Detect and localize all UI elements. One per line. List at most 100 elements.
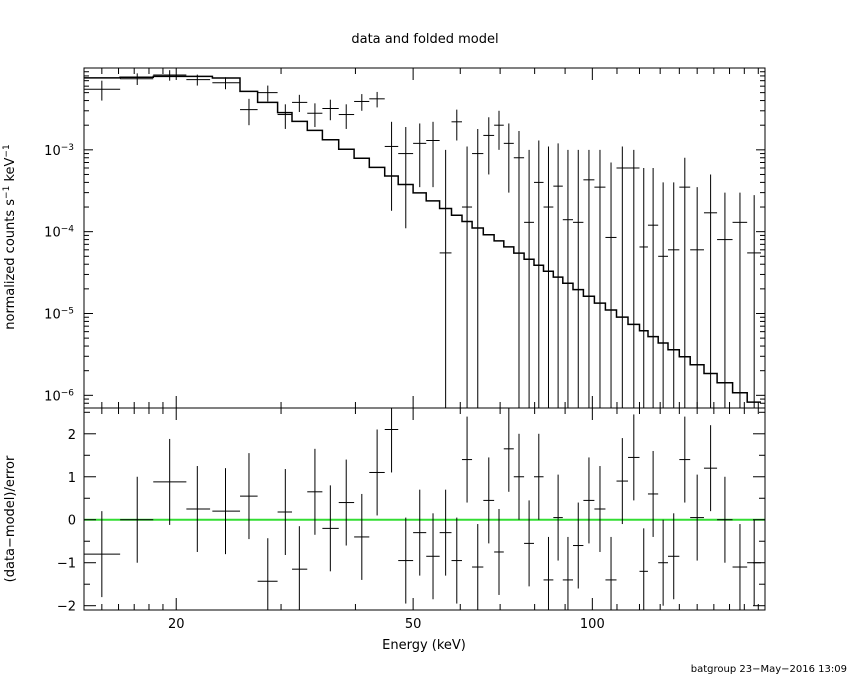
data-point [703, 174, 718, 408]
y-tick-label: 2 [68, 428, 76, 443]
folded-model-line [84, 75, 761, 403]
data-point [384, 121, 399, 211]
data-point [338, 104, 355, 129]
residual-point [628, 414, 640, 501]
residual-point [384, 408, 399, 473]
data-point [307, 103, 323, 128]
residual-point [307, 448, 323, 535]
residual-point [84, 511, 121, 598]
residual-point [483, 457, 495, 544]
x-axis-label: Energy (keV) [382, 638, 466, 653]
residual-point [703, 425, 718, 512]
residual-point [369, 429, 385, 516]
data-point [186, 74, 211, 86]
residual-point [257, 538, 278, 610]
residual-point [472, 524, 484, 610]
data-point [369, 91, 385, 108]
data-point [543, 146, 554, 408]
top-axis-ticks: 10−6 10−5 10−4 10−3 [44, 67, 765, 409]
residual-point [292, 526, 308, 610]
data-point [679, 157, 691, 408]
residual-point [277, 469, 293, 555]
data-point [690, 187, 704, 408]
residual-point [524, 500, 534, 587]
residual-point [543, 536, 554, 610]
data-point [647, 167, 659, 408]
data-point [472, 128, 484, 408]
residual-point [562, 536, 574, 610]
data-point [616, 146, 629, 408]
residual-point [690, 474, 704, 561]
residual-point [240, 453, 258, 540]
data-point [503, 123, 514, 193]
data-point [583, 149, 595, 408]
data-point [413, 123, 427, 188]
data-point [747, 195, 761, 408]
data-point [668, 182, 680, 408]
x-tick-label: 20 [168, 617, 185, 632]
data-point [292, 94, 308, 112]
data-point [461, 146, 473, 408]
residual-point [398, 517, 414, 604]
data-point [426, 121, 440, 188]
bottom-panel-frame [83, 407, 766, 611]
data-point [451, 109, 462, 141]
residual-point [439, 489, 452, 576]
residual-point [338, 459, 355, 546]
residual-point [413, 489, 427, 576]
data-point [562, 149, 574, 408]
y-tick-label: −2 [57, 600, 76, 615]
data-point [84, 80, 121, 101]
data-point [628, 149, 640, 408]
y-tick-label: 10−4 [44, 225, 74, 241]
footer-stamp: batgroup 23−May−2016 13:09 [691, 664, 847, 675]
data-point [533, 140, 544, 408]
residual-point [616, 438, 629, 525]
data-points [84, 70, 761, 408]
residual-point [605, 536, 617, 610]
data-point [240, 98, 258, 126]
data-point [717, 192, 733, 408]
residual-point [494, 509, 504, 595]
data-point [553, 143, 563, 408]
y-tick-label: 10−5 [44, 306, 74, 322]
y-tick-label: −1 [57, 557, 76, 572]
top-y-axis-label: normalized counts s−1 keV−1 [2, 144, 18, 329]
data-point [153, 70, 187, 81]
data-point [120, 73, 154, 85]
y-tick-label: 0 [68, 514, 76, 529]
bottom-panel: 20 50 100 −2 −1 0 1 2 [57, 407, 766, 632]
residual-point [573, 502, 584, 589]
residual-point [212, 468, 241, 555]
residual-point [533, 433, 544, 520]
data-point [322, 99, 339, 121]
data-point [483, 117, 495, 175]
residual-point [717, 476, 733, 563]
data-point [732, 192, 748, 408]
data-point [212, 77, 241, 90]
data-point [277, 104, 293, 129]
y-tick-label: 1 [68, 471, 76, 486]
data-point [639, 167, 648, 408]
residual-point [153, 438, 187, 525]
residual-point [120, 476, 154, 563]
data-point [605, 162, 617, 408]
data-point [524, 149, 534, 408]
residual-point [668, 513, 680, 600]
data-point [513, 130, 525, 408]
residual-point [461, 416, 473, 503]
residual-point [658, 519, 669, 606]
y-tick-label: 10−3 [44, 143, 74, 159]
residual-point [583, 457, 595, 544]
residual-point [354, 493, 370, 580]
data-point [439, 149, 452, 408]
chart-title: data and folded model [351, 32, 498, 47]
residual-point [679, 416, 691, 503]
residual-point [426, 513, 440, 600]
model-step-curve [84, 75, 761, 403]
y-tick-label: 10−6 [44, 388, 74, 404]
residual-point [732, 524, 748, 610]
residual-point [322, 485, 339, 572]
top-panel: 10−6 10−5 10−4 10−3 [44, 67, 766, 409]
